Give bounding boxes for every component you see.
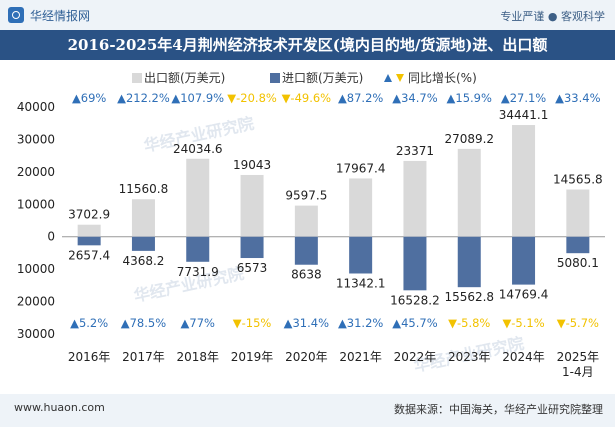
import-bar [403,236,427,291]
x-tick-label: 2024年 [502,350,545,364]
export-bar [403,160,427,237]
import-bar [294,236,318,265]
export-value-label: 17967.4 [336,161,386,175]
footer-website: www.huaon.com [14,401,105,414]
export-growth-label: ▲33.4% [555,91,600,105]
export-bar [512,125,536,237]
export-bar [566,189,590,237]
export-bar [240,174,264,237]
import-bar [457,236,481,288]
y-tick-label: 10000 [17,197,55,211]
legend-down-triangle-icon [396,74,404,82]
export-value-label: 11560.8 [119,182,169,196]
import-growth-label: ▲31.2% [338,316,383,330]
x-tick-label: 1-4月 [562,365,594,379]
y-tick-label: 0 [47,230,55,244]
import-value-label: 15562.8 [444,290,494,304]
import-growth-label: ▲45.7% [392,316,437,330]
import-growth-label: ▼-5.1% [502,316,544,330]
import-growth-label: ▲77% [181,316,215,330]
y-tick-label: 20000 [17,295,55,309]
import-value-label: 16528.2 [390,293,440,307]
export-value-label: 14565.8 [553,172,603,186]
export-value-label: 19043 [233,158,271,172]
x-tick-label: 2021年 [339,350,382,364]
export-growth-label: ▲34.7% [392,91,437,105]
y-tick-label: 30000 [17,132,55,146]
export-value-label: 24034.6 [173,142,223,156]
y-tick-label: 40000 [17,100,55,114]
import-bar [566,236,590,254]
import-bar [512,236,536,285]
legend-label-export: 出口额(万美元) [144,71,225,85]
import-value-label: 7731.9 [177,265,219,279]
slogan: 专业严谨 ● 客观科学 [500,10,605,23]
x-tick-label: 2017年 [122,350,165,364]
import-value-label: 11342.1 [336,276,386,290]
import-value-label: 5080.1 [557,256,599,270]
export-growth-label: ▼-20.8% [227,91,277,105]
legend-label-import: 进口额(万美元) [282,71,363,85]
y-tick-label: 30000 [17,327,55,341]
export-growth-label: ▲87.2% [338,91,383,105]
x-tick-label: 2025年 [557,350,600,364]
export-bar [349,178,373,237]
export-growth-label: ▲15.9% [447,91,492,105]
export-value-label: 23371 [396,144,434,158]
x-tick-label: 2018年 [176,350,219,364]
import-bar [186,236,210,262]
export-growth-label: ▼-49.6% [282,91,332,105]
import-value-label: 6573 [237,261,268,275]
export-growth-label: ▲107.9% [171,91,224,105]
import-growth-label: ▼-15% [233,316,272,330]
import-value-label: 14769.4 [499,288,549,302]
x-tick-label: 2016年 [68,350,111,364]
top-strip [0,0,615,30]
import-bar [240,236,264,259]
import-growth-label: ▲31.4% [284,316,329,330]
x-tick-label: 2019年 [231,350,274,364]
legend-up-triangle-icon [384,74,392,82]
import-growth-label: ▲5.2% [70,316,108,330]
import-growth-label: ▲78.5% [121,316,166,330]
x-tick-label: 2020年 [285,350,328,364]
title-bar [0,30,615,60]
import-value-label: 2657.4 [68,248,110,262]
brand-name: 华经情报网 [30,8,91,23]
import-value-label: 4368.2 [122,254,164,268]
import-value-label: 8638 [291,268,322,282]
export-bar [457,148,481,237]
y-tick-label: 20000 [17,165,55,179]
import-bar [77,236,101,246]
brand-logo-icon [8,7,24,23]
export-bar [294,205,318,237]
x-tick-label: 2022年 [394,350,437,364]
import-bar [131,236,155,251]
export-value-label: 34441.1 [499,108,549,122]
export-bar [131,199,155,237]
legend-swatch-export [132,73,142,83]
export-growth-label: ▲27.1% [501,91,546,105]
import-bar [349,236,373,274]
legend-swatch-import [270,73,280,83]
export-bar [77,224,101,237]
import-growth-label: ▼-5.8% [448,316,490,330]
export-bar [186,158,210,237]
export-value-label: 27089.2 [444,132,494,146]
footer-strip [0,394,615,427]
import-growth-label: ▼-5.7% [557,316,599,330]
y-tick-label: 10000 [17,262,55,276]
chart-title: 2016-2025年4月荆州经济技术开发区(境内目的地/货源地)进、出口额 [67,36,548,54]
legend-label-growth: 同比增长(%) [408,71,477,85]
export-value-label: 3702.9 [68,208,110,222]
export-growth-label: ▲69% [72,91,106,105]
brand: 华经情报网 [8,6,90,24]
export-value-label: 9597.5 [285,189,327,203]
export-growth-label: ▲212.2% [117,91,170,105]
x-tick-label: 2023年 [448,350,491,364]
footer-source: 数据来源：中国海关，华经产业研究院整理 [394,403,603,416]
